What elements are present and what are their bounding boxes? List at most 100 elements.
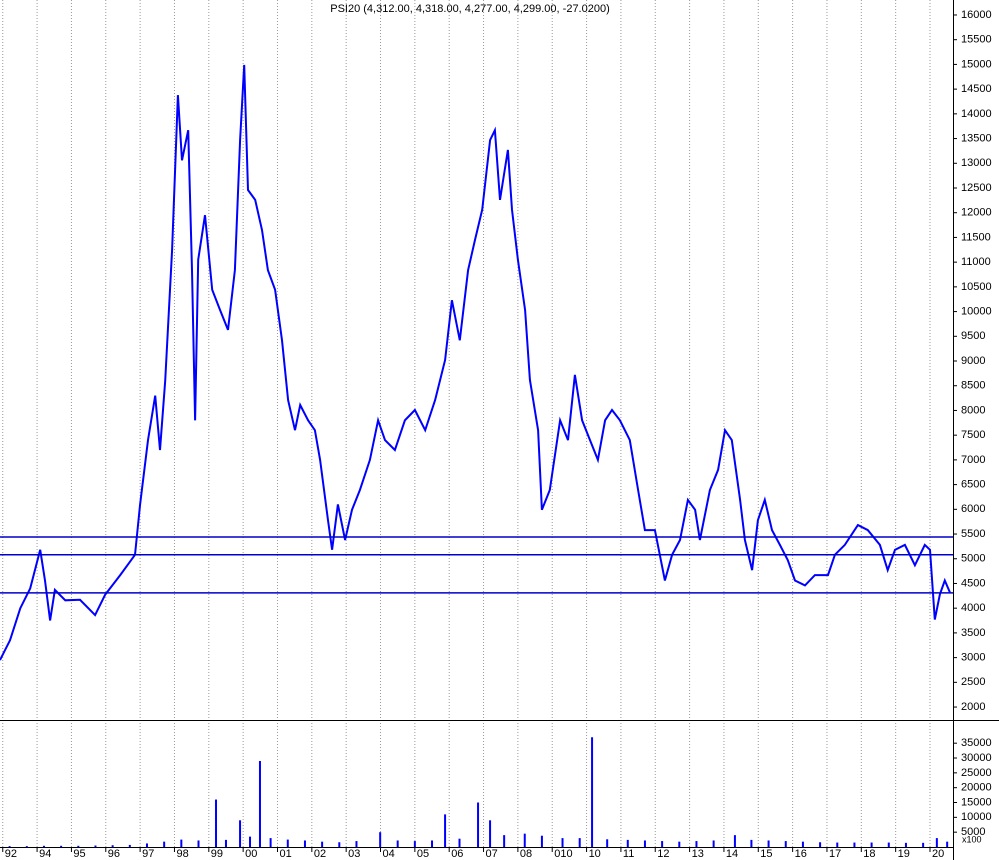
y-tick-label: 4500 [961,577,985,589]
y-tick-label: 35000 [961,737,992,749]
x-tick-label: 20 [932,848,944,860]
y-tick-label: 30000 [961,752,992,764]
volume-bar [431,840,434,847]
volume-bar [935,838,938,847]
x-tick-label: 06 [451,848,463,860]
y-tick-label: 11500 [961,231,991,243]
price-line [0,64,951,661]
volume-bar [904,842,907,847]
x-tick-label: 97 [142,848,154,860]
y-tick-label: 20000 [961,782,992,794]
volume-bar [338,842,341,847]
volume-bar [767,840,770,847]
volume-bar [224,839,227,847]
y-tick-label: 5000 [961,826,985,838]
volume-bar [413,841,416,847]
y-tick-label: 16000 [961,9,992,21]
x-tick-label: 99 [211,848,223,860]
volume-bar [239,820,242,847]
volume-bar [355,841,358,847]
y-tick-label: 3000 [961,652,985,664]
chart-title: PSI20 (4,312.00, 4,318.00, 4,277.00, 4,2… [330,3,610,15]
volume-bar [180,839,183,847]
volume-bar [25,846,28,847]
x-tick-label: 05 [417,848,429,860]
y-tick-label: 7000 [961,454,985,466]
volume-bar [321,841,324,847]
volume-bar [489,820,492,847]
volume-bar [643,840,646,847]
grid-layer [2,0,931,847]
y-tick-label: 6500 [961,479,985,491]
volume-bar [60,845,63,847]
volume-bar [578,838,581,847]
volume-bar [712,840,715,847]
x-tick-label: 04 [383,848,395,860]
y-tick-label: 5000 [961,553,985,565]
x-tick-label: 07 [486,848,498,860]
volume-bar [606,839,609,847]
x-tick-label: 95 [73,848,85,860]
x-tick-label: 96 [108,848,120,860]
volume-bar [477,802,480,847]
x-tick-label: 17 [829,848,841,860]
volume-bar [128,844,131,847]
x-tick-label: 92 [5,848,17,860]
y-tick-label: 10500 [961,281,992,293]
volume-bar [215,799,218,847]
x-tick-label: 14 [726,848,738,860]
volume-bar [503,835,506,847]
volume-bar [661,841,664,847]
volume-bar [379,832,382,847]
y-tick-label: 12500 [961,182,992,194]
volume-bar [784,841,787,847]
volume-bar [258,760,261,847]
volume-bar [286,839,289,847]
y-tick-label: 11000 [961,256,991,268]
y-tick-label: 8500 [961,380,985,392]
volume-bar [523,833,526,847]
x-tick-label: 12 [657,848,669,860]
x-tick-label: 10 [589,848,601,860]
volume-bar [836,842,839,847]
volume-bar [249,836,252,847]
y-tick-label: 5500 [961,528,985,540]
y-tick-label: 15500 [961,34,992,46]
x-tick-label: 98 [176,848,188,860]
volume-bar [695,841,698,847]
y-tick-label: 12000 [961,207,992,219]
volume-bar [678,841,681,847]
volume-bar [853,842,856,847]
x-tick-label: 01 [279,848,291,860]
x-tick-label: 08 [520,848,532,860]
y-tick-label: 7500 [961,429,985,441]
volume-bar [922,842,925,847]
y-tick-label: 2000 [961,701,985,713]
volume-bar [946,841,949,847]
x-tick-label: 19 [898,848,910,860]
y-tick-label: 13000 [961,157,992,169]
x-tick-label: 15 [760,848,772,860]
x-tick-label: 13 [692,848,704,860]
y-tick-label: 14500 [961,83,992,95]
y-tick-label: 14000 [961,108,992,120]
x-tick-label: 00 [245,848,257,860]
volume-bar [540,835,543,847]
volume-bar [42,845,45,847]
y-tick-label: 13500 [961,132,992,144]
volume-bar [77,845,80,847]
volume-bar [750,839,753,847]
volume-bar [269,838,272,847]
y-tick-label: 25000 [961,767,992,779]
volume-bar [561,838,564,847]
volume-bar [870,842,873,847]
x-tick-label: 02 [314,848,326,860]
volume-bar [396,840,399,847]
y-tick-label: 10000 [961,811,992,823]
y-tick-label: 10000 [961,305,992,317]
volume-bar [887,842,890,847]
volume-bar [444,814,447,847]
volume-bar [163,841,166,847]
